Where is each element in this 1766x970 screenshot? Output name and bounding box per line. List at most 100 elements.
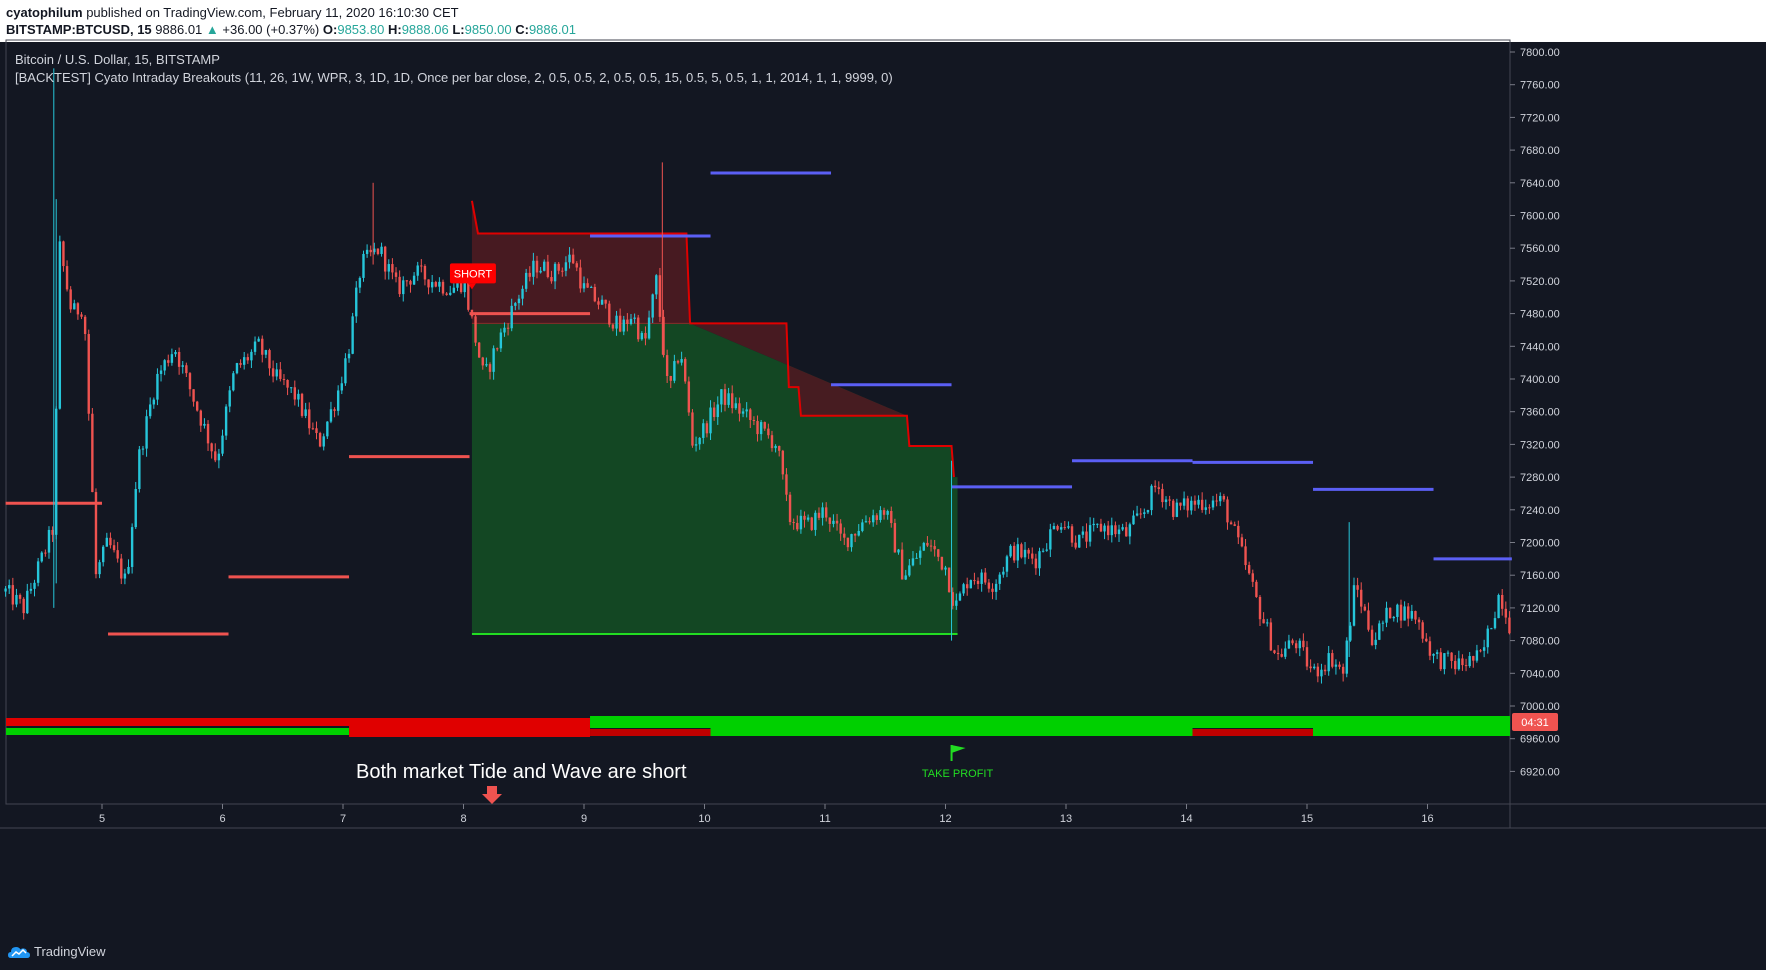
candle-body (322, 436, 325, 447)
wave-band-short (1192, 729, 1314, 736)
candle-body (752, 420, 756, 422)
candle-body (152, 399, 156, 405)
candle-body (665, 355, 669, 377)
candle-body (1070, 526, 1074, 543)
candle-body (358, 277, 362, 288)
candle-body (543, 261, 546, 271)
price-axis[interactable]: 7800.00 7760.00 7720.00 7680.00 7640.00 7600.… (1510, 47, 1560, 778)
candle-body (1226, 499, 1229, 523)
price-tick-label: 7240.00 (1520, 505, 1560, 517)
candle-body (141, 448, 145, 450)
candle-body (398, 276, 401, 295)
candle-body (1432, 653, 1435, 656)
annotations: SHORT TAKE PROFIT Both market Tide and Wav… (356, 263, 993, 804)
candle-body (738, 403, 741, 414)
candle-body (1428, 641, 1432, 656)
time-tick-label: 6 (219, 813, 225, 825)
candle-body (1490, 628, 1493, 630)
candle-body (1012, 545, 1016, 561)
price-tick-label: 7800.00 (1520, 47, 1560, 59)
candle-body (763, 422, 766, 429)
candle-body (376, 248, 380, 254)
candle-body (383, 246, 387, 272)
price-tick-label: 7000.00 (1520, 701, 1560, 713)
price-tick-label: 7360.00 (1520, 407, 1560, 419)
candle-body (44, 552, 47, 554)
candle-body (1222, 495, 1226, 500)
time-axis[interactable]: 5 6 7 8 9 10 11 12 13 14 15 16 (99, 804, 1434, 825)
candle-body (1486, 628, 1489, 648)
time-tick-label: 8 (460, 813, 466, 825)
tradingview-logo[interactable]: TradingView (8, 944, 106, 959)
candle-body (1081, 531, 1085, 535)
candle-body (242, 357, 246, 365)
candle-body (1258, 596, 1262, 620)
candle-body (817, 512, 821, 518)
candle-body (991, 588, 994, 592)
candle-body (662, 316, 665, 356)
candle-body (846, 537, 850, 548)
flag-icon (951, 745, 966, 753)
candle-body (286, 379, 289, 388)
close-label: C: (515, 22, 529, 37)
candle-body (969, 580, 973, 589)
candle-body (644, 332, 647, 339)
candle-body (1045, 549, 1048, 551)
candle-body (1276, 652, 1280, 655)
candle-body (1088, 525, 1092, 542)
candle-body (749, 409, 752, 421)
low-label: L: (452, 22, 465, 37)
price-tick-label: 7680.00 (1520, 145, 1560, 157)
candle-body (1139, 513, 1142, 515)
candle-body (380, 246, 383, 254)
price-tick-label: 7720.00 (1520, 112, 1560, 124)
candle-body (333, 409, 336, 411)
candle-body (622, 319, 625, 332)
candle-body (792, 522, 795, 524)
candle-body (1374, 639, 1377, 645)
candle-body (1417, 619, 1421, 623)
candle-body (879, 510, 882, 520)
author-name[interactable]: cyatophilum (6, 5, 83, 20)
candle-body (1049, 529, 1052, 550)
candle-body (658, 275, 662, 317)
candle-body (297, 393, 300, 400)
candle-body (759, 422, 763, 435)
candle-body (76, 303, 80, 315)
candle-body (1287, 640, 1291, 649)
candle-body (828, 517, 832, 524)
candle-body (597, 301, 600, 305)
candle-body (391, 264, 394, 273)
candle-body (1009, 545, 1012, 557)
candle-body (973, 580, 976, 582)
candle-body (940, 556, 944, 570)
candle-body (1414, 611, 1417, 620)
candle-body (1338, 664, 1341, 667)
candle-body (69, 289, 72, 310)
candle-body (510, 305, 513, 329)
candle-body (947, 567, 951, 593)
candle-body (449, 292, 452, 295)
candle-body (651, 294, 654, 318)
candle-body (409, 281, 412, 285)
candle-body (329, 409, 333, 422)
candle-body (796, 522, 799, 530)
candle-body (1135, 513, 1139, 516)
candle-body (626, 319, 629, 324)
candle-body (778, 445, 781, 451)
candle-body (387, 264, 390, 272)
price-tick-label: 7760.00 (1520, 80, 1560, 92)
time-tick-label: 14 (1180, 813, 1192, 825)
candle-body (463, 282, 466, 293)
candle-body (123, 573, 127, 579)
candle-body (890, 510, 893, 524)
candle-body (138, 449, 141, 490)
candle-body (532, 260, 535, 277)
brand-name: TradingView (34, 944, 106, 959)
candle-body (857, 530, 860, 536)
indicator-legend[interactable]: [BACKTEST] Cyato Intraday Breakouts (11,… (15, 70, 893, 85)
candle-body (814, 512, 817, 530)
candle-body (355, 287, 358, 317)
price-tick-label: 7040.00 (1520, 668, 1560, 680)
